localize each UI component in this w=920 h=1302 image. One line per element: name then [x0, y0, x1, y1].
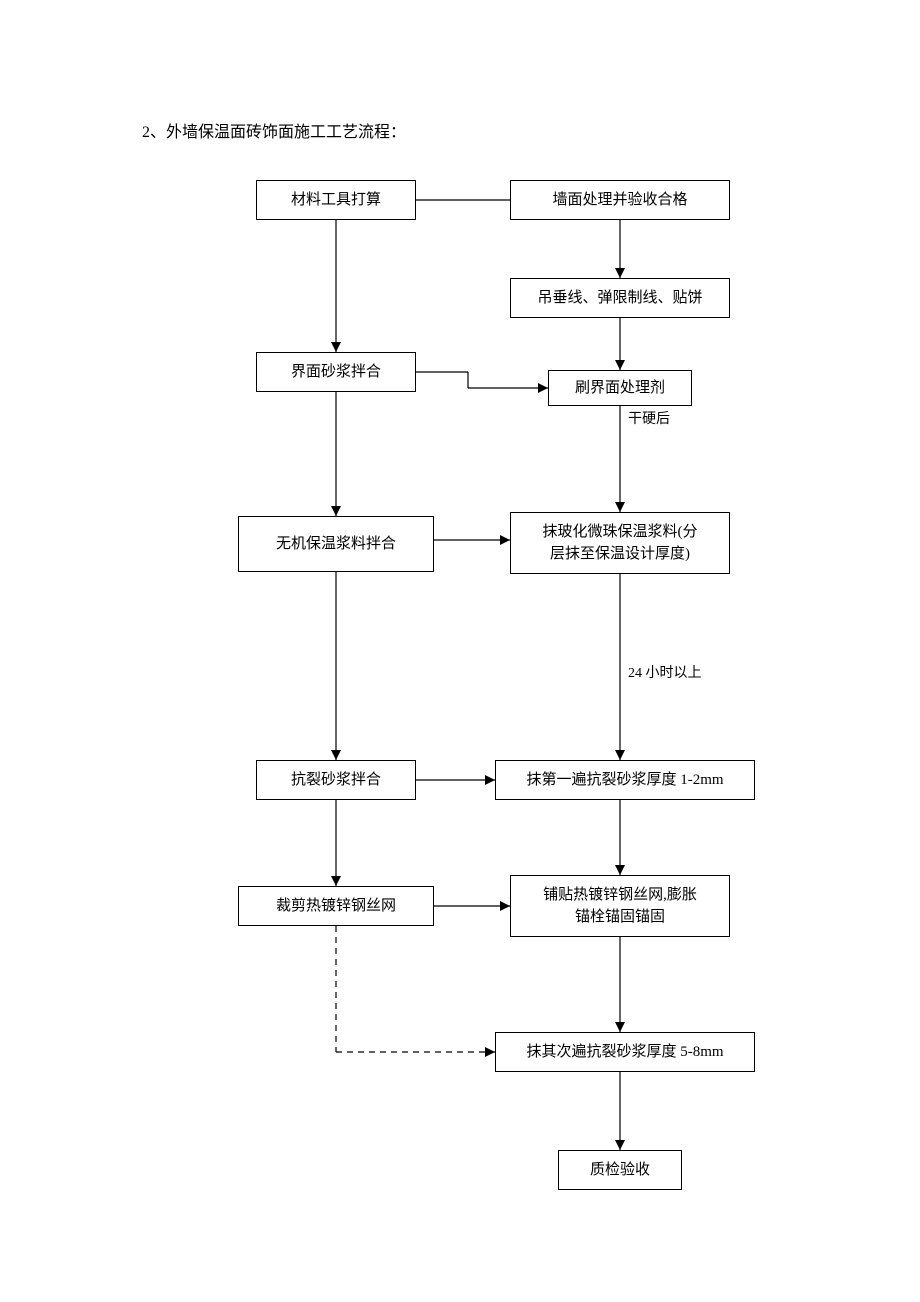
node-lay-mesh: 铺贴热镀锌钢丝网,膨胀锚栓锚固锚固 — [510, 875, 730, 937]
node-quality-inspect: 质检验收 — [558, 1150, 682, 1190]
node-first-anticrack: 抹第一遍抗裂砂浆厚度 1-2mm — [495, 760, 755, 800]
node-cut-mesh: 裁剪热镀锌钢丝网 — [238, 886, 434, 926]
node-materials-tools: 材料工具打算 — [256, 180, 416, 220]
annot-24-hours: 24 小时以上 — [628, 662, 702, 682]
flowchart-edges — [0, 0, 920, 1302]
node-anticrack-mortar: 抗裂砂浆拌合 — [256, 760, 416, 800]
node-apply-insulation: 抹玻化微珠保温浆料(分层抹至保温设计厚度) — [510, 512, 730, 574]
diagram-title: 2、外墙保温面砖饰面施工工艺流程： — [142, 118, 406, 142]
node-plumb-line: 吊垂线、弹限制线、贴饼 — [510, 278, 730, 318]
node-interface-mortar: 界面砂浆拌合 — [256, 352, 416, 392]
node-inorganic-slurry: 无机保温浆料拌合 — [238, 516, 434, 572]
annot-after-dry: 干硬后 — [628, 408, 670, 428]
node-second-anticrack: 抹其次遍抗裂砂浆厚度 5-8mm — [495, 1032, 755, 1072]
node-wall-prep: 墙面处理并验收合格 — [510, 180, 730, 220]
node-brush-interface: 刷界面处理剂 — [548, 370, 692, 406]
